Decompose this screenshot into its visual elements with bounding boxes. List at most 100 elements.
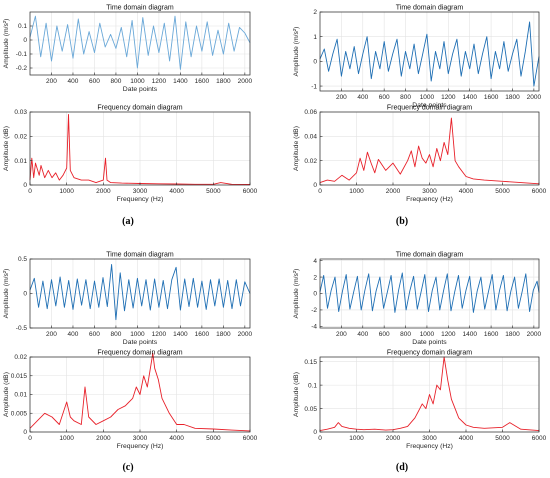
y-tick-label: -0.2 — [16, 65, 28, 72]
plot-frame — [319, 11, 540, 92]
x-tick-label: 1000 — [59, 435, 74, 442]
x-tick-label: 1200 — [441, 331, 456, 338]
y-tick-label: 0.015 — [11, 373, 28, 380]
x-tick-label: 1200 — [152, 331, 167, 338]
y-axis-label: Amplitude (m/s²) — [3, 19, 10, 69]
x-axis-label: Frequency (Hz) — [117, 196, 164, 203]
x-tick-label: 1600 — [484, 94, 499, 101]
x-tick-label: 1400 — [173, 331, 188, 338]
y-axis-label: Amplitude (m/s²) — [293, 269, 300, 319]
x-tick-label: 400 — [357, 94, 368, 101]
chart-title: Frequency domain diagram — [97, 105, 182, 112]
x-tick-label: 800 — [400, 331, 411, 338]
x-tick-label: 5000 — [495, 188, 510, 195]
y-tick-label: 0.1 — [18, 23, 27, 30]
x-tick-label: 1600 — [484, 331, 499, 338]
x-axis-label: Date points — [412, 339, 447, 346]
x-tick-label: 800 — [111, 78, 122, 85]
y-tick-label: 1 — [313, 34, 317, 41]
x-tick-label: 5000 — [206, 435, 221, 442]
y-tick-label: 0.5 — [18, 256, 27, 263]
series-line — [319, 21, 540, 87]
x-tick-label: 2000 — [238, 78, 253, 85]
x-tick-label: 1800 — [505, 331, 520, 338]
y-axis-label: Amplitude (m/s²) — [293, 27, 300, 77]
chart-a-time: 200 400 600 800 1000 1200 1400 1600 1800 2000 -0.2… — [3, 5, 252, 94]
x-tick-label: 600 — [379, 331, 390, 338]
y-tick-label: 0 — [23, 429, 27, 436]
x-tick-label: 4000 — [169, 435, 184, 442]
x-tick-label: 1400 — [462, 331, 477, 338]
x-tick-label: 400 — [68, 78, 79, 85]
y-tick-label: -1 — [311, 83, 317, 90]
series-line — [319, 272, 540, 313]
y-tick-label: 0 — [313, 291, 317, 298]
x-tick-label: 5000 — [206, 188, 221, 195]
y-tick-label: -4 — [311, 324, 317, 331]
chart-c-frequency: 0 1000 2000 3000 4000 5000 6000 0 0.005 0.01 0.015… — [3, 350, 258, 451]
caption-c: (c) — [122, 462, 134, 473]
series-line — [319, 117, 540, 185]
x-tick-label: 1800 — [216, 78, 231, 85]
x-tick-label: 1400 — [462, 94, 477, 101]
x-tick-label: 2000 — [527, 94, 542, 101]
x-tick-label: 1600 — [195, 78, 210, 85]
x-tick-label: 200 — [46, 331, 57, 338]
x-tick-label: 1000 — [59, 188, 74, 195]
x-tick-label: 2000 — [386, 435, 401, 442]
x-tick-label: 3000 — [422, 435, 437, 442]
x-tick-label: 2000 — [527, 331, 542, 338]
x-axis-label: Frequency (Hz) — [117, 443, 164, 450]
y-tick-label: 0 — [23, 37, 27, 44]
caption-b: (b) — [395, 216, 409, 227]
y-tick-label: -0.1 — [16, 51, 28, 58]
plot-frame — [29, 11, 251, 76]
x-tick-label: 1000 — [349, 188, 364, 195]
x-tick-label: 1000 — [349, 435, 364, 442]
y-axis-label: Amplitude (dB) — [3, 126, 10, 171]
x-tick-label: 800 — [111, 331, 122, 338]
x-tick-label: 200 — [46, 78, 57, 85]
x-axis-label: Date points — [123, 339, 158, 346]
y-axis-label: Amplitude (dB) — [3, 372, 10, 417]
series-line — [29, 352, 251, 432]
x-tick-label: 6000 — [243, 435, 258, 442]
chart-b-frequency: 0 1000 2000 3000 4000 5000 6000 0 0.02 0.04 0.06 Fr… — [293, 105, 547, 204]
y-axis-label: Amplitude (dB) — [293, 372, 300, 417]
y-tick-label: -0.5 — [16, 325, 28, 332]
x-tick-label: 200 — [336, 94, 347, 101]
x-tick-label: 1600 — [195, 331, 210, 338]
chart-title: Frequency domain diagram — [387, 105, 472, 112]
x-tick-label: 0 — [28, 435, 32, 442]
chart-d-frequency: 0 1000 2000 3000 4000 5000 6000 0 0.05 0.1 0.15 Fre… — [293, 350, 547, 451]
x-tick-label: 4000 — [459, 188, 474, 195]
y-tick-label: 0.02 — [304, 158, 317, 165]
y-axis-label: Amplitude (dB) — [293, 126, 300, 171]
x-tick-label: 6000 — [243, 188, 258, 195]
x-tick-label: 4000 — [459, 435, 474, 442]
x-tick-label: 3000 — [422, 188, 437, 195]
x-tick-label: 6000 — [532, 188, 547, 195]
x-tick-label: 0 — [28, 188, 32, 195]
chart-title: Time domain diagram — [106, 252, 174, 259]
y-axis-label: Amplitude (m/s²) — [3, 269, 10, 319]
x-tick-label: 0 — [318, 435, 322, 442]
caption-d: (d) — [395, 462, 409, 473]
chart-b-time: 200 400 600 800 1000 1200 1400 1600 1800 2000 -1 0 1… — [293, 5, 541, 110]
x-tick-label: 6000 — [532, 435, 547, 442]
x-tick-label: 600 — [89, 78, 100, 85]
x-tick-label: 2000 — [386, 188, 401, 195]
x-tick-label: 5000 — [495, 435, 510, 442]
x-tick-label: 1200 — [152, 78, 167, 85]
x-tick-label: 2000 — [96, 435, 111, 442]
x-tick-label: 800 — [400, 94, 411, 101]
x-tick-label: 3000 — [133, 435, 148, 442]
y-tick-label: 0 — [23, 182, 27, 189]
series-line — [319, 356, 540, 432]
chart-c-time: 200 400 600 800 1000 1200 1400 1600 1800 2000 -0.5… — [3, 252, 252, 347]
x-tick-label: 1000 — [420, 94, 435, 101]
x-axis-label: Frequency (Hz) — [406, 443, 453, 450]
y-tick-label: 0 — [313, 429, 317, 436]
y-tick-label: -2 — [311, 307, 317, 314]
chart-title: Time domain diagram — [396, 252, 464, 259]
